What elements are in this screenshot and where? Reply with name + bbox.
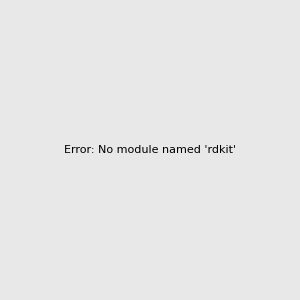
- Text: Error: No module named 'rdkit': Error: No module named 'rdkit': [64, 145, 236, 155]
